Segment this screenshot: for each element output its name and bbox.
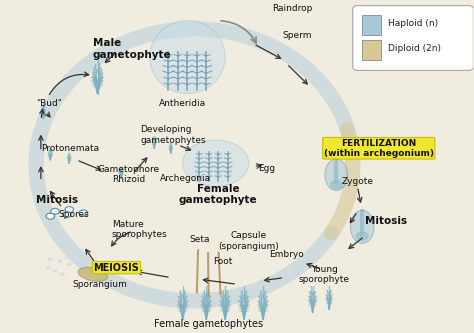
Text: Young
sporophyte: Young sporophyte: [299, 265, 350, 284]
Circle shape: [51, 208, 59, 214]
FancyBboxPatch shape: [362, 15, 381, 35]
Ellipse shape: [182, 140, 249, 186]
Text: FERTILIZATION
(within archegonium): FERTILIZATION (within archegonium): [324, 139, 434, 158]
Text: Gametophore
Rhizoid: Gametophore Rhizoid: [97, 165, 159, 184]
Text: "Bud": "Bud": [36, 99, 62, 108]
Circle shape: [48, 258, 53, 261]
Text: Seta: Seta: [189, 235, 210, 244]
Text: Raindrop: Raindrop: [273, 4, 313, 13]
Circle shape: [60, 273, 64, 276]
Circle shape: [76, 261, 81, 264]
Circle shape: [64, 256, 69, 259]
Text: Mature
sporophytes: Mature sporophytes: [112, 220, 167, 239]
Text: MEIOSIS: MEIOSIS: [93, 263, 139, 273]
Text: Male
gametophyte: Male gametophyte: [93, 38, 172, 60]
Ellipse shape: [330, 180, 342, 189]
Text: Female
gametophyte: Female gametophyte: [179, 184, 257, 205]
Text: Sporangium: Sporangium: [73, 280, 128, 289]
Text: Female gametophytes: Female gametophytes: [154, 319, 263, 329]
Text: Spores: Spores: [59, 210, 89, 219]
Text: Zygote: Zygote: [341, 177, 374, 186]
Text: Developing
gametophytes: Developing gametophytes: [140, 125, 206, 145]
Circle shape: [53, 269, 57, 273]
Circle shape: [67, 263, 72, 266]
Text: Mitosis: Mitosis: [36, 195, 78, 205]
FancyBboxPatch shape: [362, 40, 381, 60]
Ellipse shape: [350, 210, 374, 243]
Text: Egg: Egg: [258, 164, 275, 172]
Text: Foot: Foot: [213, 256, 233, 265]
FancyBboxPatch shape: [353, 6, 474, 70]
Circle shape: [65, 206, 73, 212]
Text: Capsule
(sporangium): Capsule (sporangium): [219, 231, 279, 251]
Ellipse shape: [150, 21, 225, 94]
Text: Sperm: Sperm: [282, 31, 311, 40]
Ellipse shape: [78, 267, 108, 281]
Text: Haploid (n): Haploid (n): [388, 19, 438, 28]
Text: Diploid (2n): Diploid (2n): [388, 44, 441, 53]
Circle shape: [79, 210, 88, 216]
Text: Mitosis: Mitosis: [365, 216, 407, 226]
Ellipse shape: [325, 159, 347, 190]
Circle shape: [46, 213, 55, 219]
Ellipse shape: [356, 232, 368, 240]
Circle shape: [46, 266, 50, 269]
Text: Embryo: Embryo: [269, 250, 304, 259]
Circle shape: [57, 259, 62, 263]
Text: Archegonia: Archegonia: [159, 173, 210, 182]
Text: Antheridia: Antheridia: [159, 99, 206, 108]
Circle shape: [63, 211, 71, 217]
Text: Protonemata: Protonemata: [41, 144, 99, 153]
